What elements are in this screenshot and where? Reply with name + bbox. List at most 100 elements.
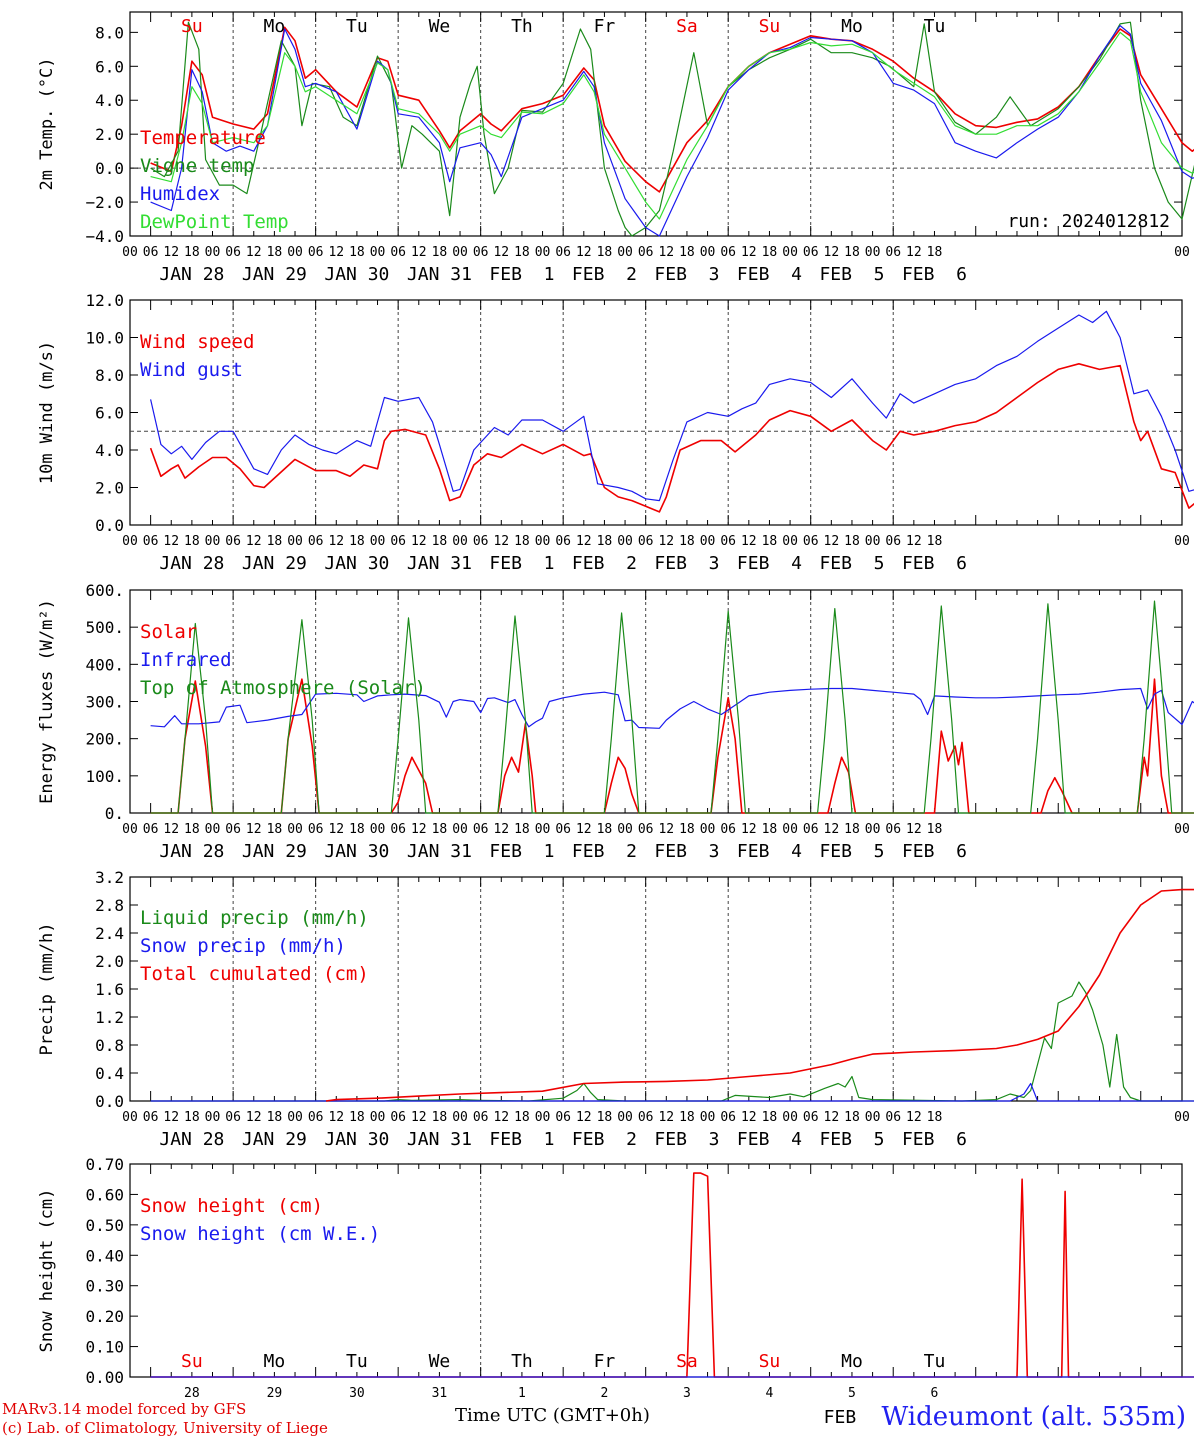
y-axis-label: 10m Wind (m/s) [37,341,57,484]
x-hour-label: 18 [514,245,530,260]
x-hour-label: 12 [906,534,922,549]
x-hour-label: 18 [514,1110,530,1125]
y-tick-label: 0.0 [95,516,124,535]
y-tick-label: 12.0 [85,291,124,310]
series-total-cumulated-cm- [325,888,1194,1102]
x-hour-label: 18 [762,245,778,260]
x-hour-label: 18 [432,1110,448,1125]
x-day-number: 5 [848,1386,856,1401]
x-hour-label: 06 [638,245,654,260]
x-hour-label: 00 [700,1110,716,1125]
x-hour-label: 06 [308,534,324,549]
x-date-label: JAN 29 [242,264,307,285]
legend-entry: Temperature [140,127,266,149]
x-hour-label: 12 [493,1110,509,1125]
y-tick-label: 4.0 [95,441,124,460]
x-hour-label: 12 [741,534,757,549]
x-hour-label: 06 [885,822,901,837]
x-month-label: FEB [824,1407,857,1428]
x-day-number: 31 [432,1386,448,1401]
x-hour-label: 00 [700,822,716,837]
weekday-label: Th [511,1351,533,1372]
x-hour-label: 00 [700,534,716,549]
x-hour-label: 00 [617,534,633,549]
y-tick-label: 3.2 [95,868,124,887]
x-hour-label: 18 [267,245,283,260]
x-hour-label: 06 [308,1110,324,1125]
x-hour-label: 12 [658,245,674,260]
legend-entry: Infrared [140,649,232,671]
x-date-label: JAN 28 [159,264,224,285]
legend-entry: Snow precip (mm/h) [140,935,346,957]
y-tick-label: 300. [85,693,124,712]
weekday-label: Tu [924,1351,946,1372]
x-hour-label: 18 [597,1110,613,1125]
legend-entry: Top of Atmosphere (Solar) [140,677,426,699]
x-hour-label: 18 [349,245,365,260]
x-date-label: FEB 2 [572,264,637,285]
x-hour-label: 12 [411,1110,427,1125]
x-date-label: FEB 5 [819,1129,884,1150]
panel-3: 600. 500. 400. 300. 200. 100. 0. Energy fluxes … [37,581,1194,862]
y-tick-label: 0.0 [95,1092,124,1111]
x-hour-label: 00 [205,534,221,549]
x-hour-label: 00 [452,534,468,549]
y-axis-label: 2m Temp. (°C) [37,57,57,190]
x-date-label: FEB 3 [654,841,719,862]
x-hour-label: 18 [349,1110,365,1125]
x-date-label: JAN 30 [324,1129,389,1150]
x-date-label: JAN 29 [242,841,307,862]
x-hour-label: 12 [906,245,922,260]
x-day-number: 28 [184,1386,200,1401]
x-day-number: 4 [766,1386,774,1401]
x-hour-label: 12 [906,822,922,837]
x-hour-label: 18 [267,1110,283,1125]
x-hour-label: 18 [184,822,200,837]
x-hour-label: 00 [122,245,138,260]
weekday-label: Mo [841,1351,863,1372]
x-hour-label: 06 [885,534,901,549]
x-date-label: FEB 6 [902,841,967,862]
x-date-label: FEB 6 [902,264,967,285]
x-date-label: FEB 6 [902,1129,967,1150]
x-hour-label: 00 [370,245,386,260]
x-hour-label: 06 [555,1110,571,1125]
x-hour-label: 00 [370,822,386,837]
x-date-label: JAN 29 [242,553,307,574]
x-date-label: FEB 3 [654,1129,719,1150]
x-hour-label: 00 [287,534,303,549]
time-axis-title: Time UTC (GMT+0h) [455,1405,650,1426]
weekday-label: Su [759,1351,781,1372]
x-hour-label: 18 [844,245,860,260]
series-dewpoint-temp [150,31,1194,220]
x-hour-label: 12 [741,822,757,837]
x-hour-label: 06 [555,822,571,837]
x-hour-label: 06 [225,245,241,260]
x-hour-label: 06 [390,822,406,837]
panel-2: 12.0 10.0 8.0 6.0 4.0 2.0 0.0 10m Wind (m/s) Win… [37,291,1194,574]
x-hour-label: 00 [535,534,551,549]
model-credit: MARv3.14 model forced by GFS (c) Lab. of… [2,1400,328,1438]
x-date-label: JAN 31 [407,841,472,862]
x-hour-label: 12 [328,1110,344,1125]
x-hour-label: 12 [824,245,840,260]
legend-entry: Snow height (cm) [140,1195,323,1217]
x-hour-label: 06 [885,245,901,260]
x-hour-label: 06 [143,1110,159,1125]
x-hour-label: 00 [617,245,633,260]
weekday-label: Su [181,16,203,37]
x-hour-label: 12 [576,534,592,549]
x-hour-label: 00 [865,822,881,837]
x-date-label: FEB 1 [489,841,554,862]
y-tick-label: 4.0 [95,91,124,110]
x-hour-label: 06 [390,245,406,260]
x-hour-label: 00 [205,822,221,837]
x-hour-label: 06 [390,534,406,549]
x-hour-label: 18 [927,1110,943,1125]
x-hour-label: 06 [390,1110,406,1125]
x-hour-label: 18 [762,534,778,549]
x-hour-label: 18 [762,822,778,837]
x-hour-label: 18 [679,534,695,549]
weekday-label: Th [511,16,533,37]
